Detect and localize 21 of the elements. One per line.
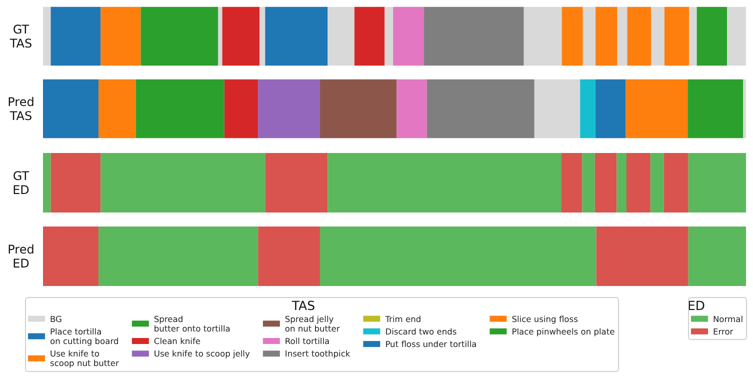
legend-label: Spread jelly on nut butter bbox=[284, 314, 340, 334]
legend-label: Place pinwheels on plate bbox=[512, 326, 615, 336]
y-tick-label: Pred TAS bbox=[8, 94, 34, 123]
legend-label: Spread butter onto tortilla bbox=[154, 314, 230, 334]
legend-label: Slice using floss bbox=[512, 314, 578, 324]
legend-label: Put floss under tortilla bbox=[385, 339, 477, 349]
legend-label: Trim end bbox=[384, 314, 422, 324]
legend-label: Normal bbox=[712, 314, 744, 324]
legend-label: Use knife to scoop jelly bbox=[154, 348, 250, 359]
legend-label: Clean knife bbox=[154, 336, 200, 346]
legend-label: Insert toothpick bbox=[284, 348, 350, 359]
y-tick-label: GT ED bbox=[12, 168, 30, 197]
y-tick-label: Pred ED bbox=[8, 242, 34, 270]
y-tick-label: GT TAS bbox=[8, 22, 32, 50]
legend-label: Discard two ends bbox=[385, 326, 457, 336]
legend-label: Error bbox=[712, 326, 734, 336]
legend-label: Use knife to scoop nut butter bbox=[50, 348, 120, 368]
legend-label: Roll tortilla bbox=[284, 336, 330, 346]
legend-title: TAS bbox=[290, 298, 316, 313]
legend-label: BG bbox=[50, 314, 62, 324]
legend-label: Place tortilla on cutting board bbox=[50, 326, 119, 346]
